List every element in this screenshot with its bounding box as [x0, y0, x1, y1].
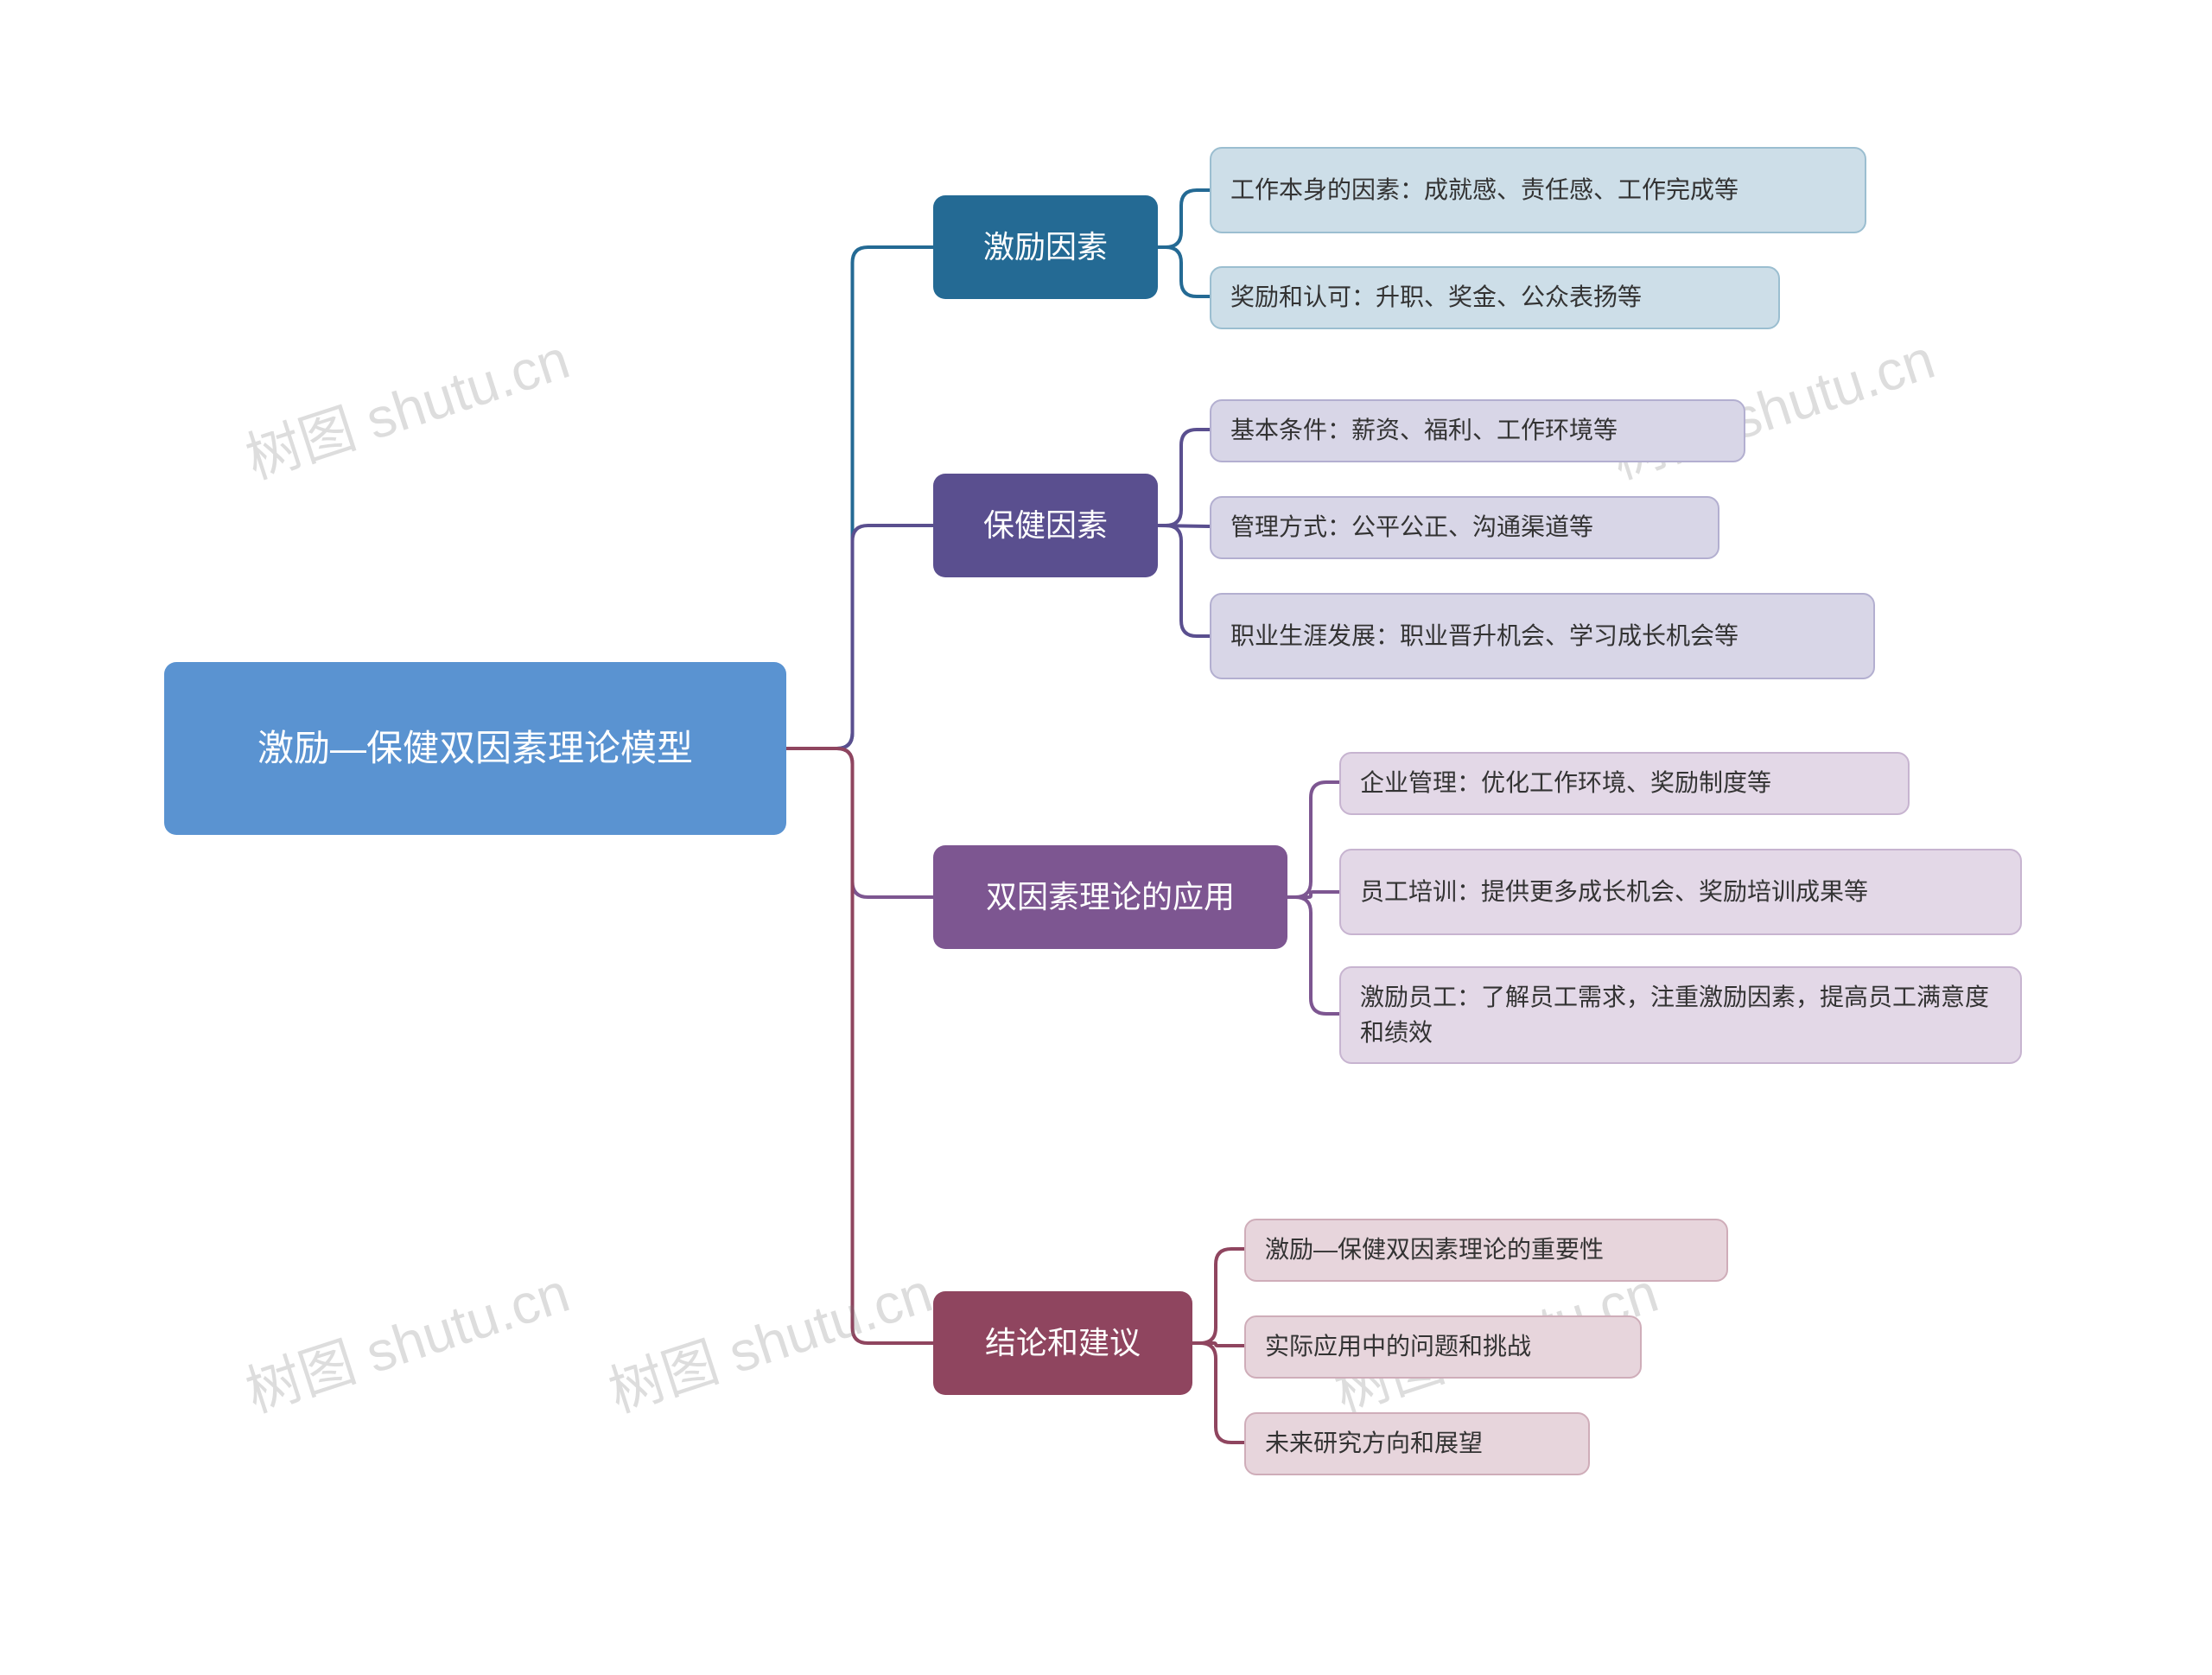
leaf-node[interactable]: 企业管理：优化工作环境、奖励制度等: [1339, 752, 1910, 815]
leaf-node[interactable]: 员工培训：提供更多成长机会、奖励培训成果等: [1339, 849, 2022, 935]
root-node[interactable]: 激励—保健双因素理论模型: [164, 662, 786, 835]
leaf-label: 激励员工：了解员工需求，注重激励因素，提高员工满意度和绩效: [1360, 980, 2001, 1050]
branch-node-b4[interactable]: 结论和建议: [933, 1291, 1192, 1395]
leaf-label: 员工培训：提供更多成长机会、奖励培训成果等: [1360, 875, 1868, 910]
leaf-label: 基本条件：薪资、福利、工作环境等: [1230, 413, 1618, 449]
branch-node-b2[interactable]: 保健因素: [933, 474, 1158, 577]
watermark: 树图 shutu.cn: [235, 1249, 578, 1428]
leaf-label: 职业生涯发展：职业晋升机会、学习成长机会等: [1230, 619, 1738, 654]
leaf-node[interactable]: 管理方式：公平公正、沟通渠道等: [1210, 496, 1719, 559]
leaf-node[interactable]: 激励—保健双因素理论的重要性: [1244, 1219, 1728, 1282]
branch-label: 结论和建议: [985, 1321, 1141, 1366]
watermark: 树图 shutu.cn: [235, 315, 578, 494]
leaf-label: 奖励和认可：升职、奖金、公众表扬等: [1230, 280, 1642, 315]
leaf-label: 激励—保健双因素理论的重要性: [1265, 1232, 1604, 1268]
leaf-node[interactable]: 实际应用中的问题和挑战: [1244, 1315, 1642, 1379]
branch-label: 保健因素: [983, 503, 1108, 548]
mindmap-canvas: 树图 shutu.cn树图 shutu.cn树图 shutu.cn树图 shut…: [0, 0, 2212, 1675]
leaf-node[interactable]: 奖励和认可：升职、奖金、公众表扬等: [1210, 266, 1780, 329]
watermark: 树图 shutu.cn: [598, 1249, 941, 1428]
leaf-node[interactable]: 工作本身的因素：成就感、责任感、工作完成等: [1210, 147, 1866, 233]
leaf-node[interactable]: 激励员工：了解员工需求，注重激励因素，提高员工满意度和绩效: [1339, 966, 2022, 1064]
leaf-node[interactable]: 未来研究方向和展望: [1244, 1412, 1590, 1475]
leaf-label: 未来研究方向和展望: [1265, 1426, 1483, 1462]
branch-node-b1[interactable]: 激励因素: [933, 195, 1158, 299]
leaf-label: 工作本身的因素：成就感、责任感、工作完成等: [1230, 173, 1738, 208]
branch-label: 激励因素: [983, 225, 1108, 270]
branch-label: 双因素理论的应用: [986, 875, 1235, 920]
leaf-label: 实际应用中的问题和挑战: [1265, 1329, 1531, 1365]
leaf-node[interactable]: 职业生涯发展：职业晋升机会、学习成长机会等: [1210, 593, 1875, 679]
branch-node-b3[interactable]: 双因素理论的应用: [933, 845, 1287, 949]
leaf-label: 企业管理：优化工作环境、奖励制度等: [1360, 766, 1771, 801]
leaf-label: 管理方式：公平公正、沟通渠道等: [1230, 510, 1593, 545]
leaf-node[interactable]: 基本条件：薪资、福利、工作环境等: [1210, 399, 1745, 462]
